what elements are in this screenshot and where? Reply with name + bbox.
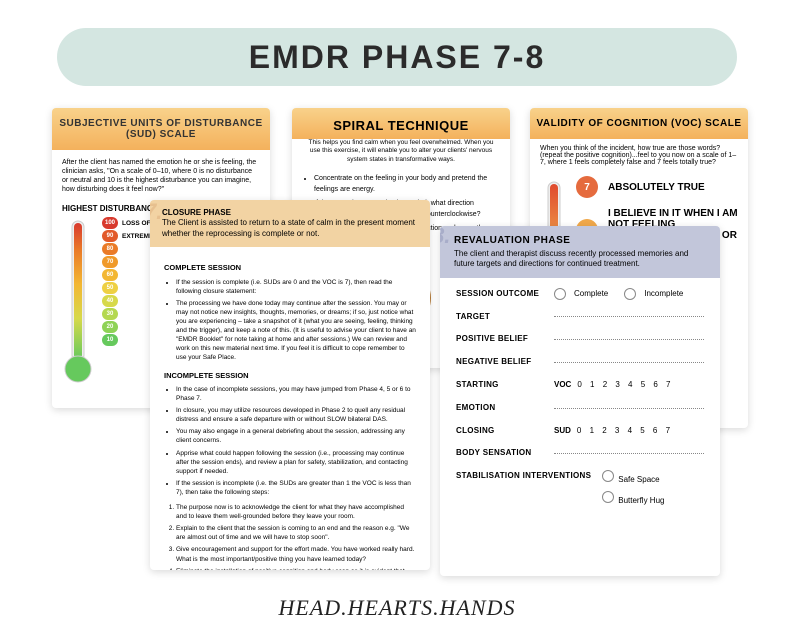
closure-h1: COMPLETE SESSION bbox=[164, 263, 416, 274]
reval-field-row: TARGET bbox=[456, 311, 704, 324]
outcome-label: SESSION OUTCOME bbox=[456, 288, 548, 301]
closure-h2: INCOMPLETE SESSION bbox=[164, 371, 416, 382]
closing-label: CLOSING bbox=[456, 425, 548, 438]
reval-field-row: NEGATIVE BELIEF bbox=[456, 356, 704, 369]
complete-radio[interactable] bbox=[554, 288, 566, 300]
page-title: EMDR PHASE 7-8 bbox=[249, 39, 546, 76]
spiral-title: SPIRAL TECHNIQUE bbox=[292, 108, 510, 139]
sud-intro: After the client has named the emotion h… bbox=[62, 156, 260, 198]
list-item: In the case of incomplete sessions, you … bbox=[176, 385, 416, 403]
voc-row: 7ABSOLUTELY TRUE bbox=[576, 176, 738, 198]
closure-title: CLOSURE PHASE bbox=[162, 208, 231, 217]
voc-intro: When you think of the incident, how true… bbox=[540, 145, 738, 166]
closure-header: 7. CLOSURE PHASE The Client is assisted … bbox=[150, 200, 430, 247]
list-item: The processing we have done today may co… bbox=[176, 299, 416, 363]
emotion-label: EMOTION bbox=[456, 402, 548, 415]
list-item: You may also engage in a general debrief… bbox=[176, 427, 416, 445]
voc-numbers: 0 1 2 3 4 5 6 7 bbox=[577, 379, 673, 392]
sud-numbers: 0 1 2 3 4 5 6 7 bbox=[577, 425, 673, 438]
voc-title: VALIDITY OF COGNITION (VOC) SCALE bbox=[530, 108, 748, 139]
list-item: Explain to the client that the session i… bbox=[176, 524, 416, 542]
outcome-row: SESSION OUTCOME Complete Incomplete bbox=[456, 288, 704, 301]
starting-row: STARTING VOC 0 1 2 3 4 5 6 7 bbox=[456, 379, 704, 392]
reval-head-text: The client and therapist discuss recentl… bbox=[454, 249, 688, 268]
closure-head-text: The Client is assisted to return to a st… bbox=[162, 218, 415, 237]
reval-header: 8. REVALUATION PHASE The client and ther… bbox=[440, 226, 720, 278]
spiral-bullet: Concentrate on the feeling in your body … bbox=[314, 174, 494, 195]
body-row: BODY SENSATION bbox=[456, 447, 704, 460]
incomplete-label: Incomplete bbox=[644, 288, 683, 301]
closure-incomplete-list: In the case of incomplete sessions, you … bbox=[164, 385, 416, 497]
list-item: Eliminate the installation of positive c… bbox=[176, 567, 416, 570]
footer-brand: HEAD.HEARTS.HANDS bbox=[0, 595, 794, 621]
butterfly-radio[interactable] bbox=[602, 491, 614, 503]
voc-sublabel: VOC bbox=[554, 379, 571, 392]
complete-label: Complete bbox=[574, 288, 608, 301]
stab-label: STABILISATION INTERVENTIONS bbox=[456, 470, 596, 483]
body-label: BODY SENSATION bbox=[456, 447, 548, 460]
sud-title: SUBJECTIVE UNITS OF DISTURBANCE (SUD) SC… bbox=[52, 108, 270, 150]
emotion-row: EMOTION bbox=[456, 402, 704, 415]
stab1-label: Safe Space bbox=[618, 475, 659, 484]
closure-card: 7. CLOSURE PHASE The Client is assisted … bbox=[150, 200, 430, 570]
reval-title: REVALUATION PHASE bbox=[454, 234, 706, 247]
closure-number: 7. bbox=[150, 200, 162, 227]
list-item: Give encouragement and support for the e… bbox=[176, 545, 416, 563]
reval-field-row: POSITIVE BELIEF bbox=[456, 333, 704, 346]
closure-steps: The purpose now is to acknowledge the cl… bbox=[164, 503, 416, 570]
list-item: If the session is complete (i.e. SUDs ar… bbox=[176, 278, 416, 296]
thermometer-icon bbox=[62, 217, 94, 387]
list-item: The purpose now is to acknowledge the cl… bbox=[176, 503, 416, 521]
list-item: Apprise what could happen following the … bbox=[176, 449, 416, 476]
reval-number: 8. bbox=[440, 226, 450, 251]
closing-row: CLOSING SUD 0 1 2 3 4 5 6 7 bbox=[456, 425, 704, 438]
list-item: If the session is incomplete (i.e. the S… bbox=[176, 479, 416, 497]
stab2-label: Butterfly Hug bbox=[618, 496, 664, 505]
stab-row: STABILISATION INTERVENTIONS Safe Space B… bbox=[456, 470, 704, 508]
safespace-radio[interactable] bbox=[602, 470, 614, 482]
title-banner: EMDR PHASE 7-8 bbox=[57, 28, 737, 86]
reval-card: 8. REVALUATION PHASE The client and ther… bbox=[440, 226, 720, 576]
closure-complete-list: If the session is complete (i.e. SUDs ar… bbox=[164, 278, 416, 363]
starting-label: STARTING bbox=[456, 379, 548, 392]
sud-sublabel: SUD bbox=[554, 425, 571, 438]
spiral-intro: This helps you find calm when you feel o… bbox=[292, 139, 510, 170]
list-item: In closure, you may utilize resources de… bbox=[176, 406, 416, 424]
incomplete-radio[interactable] bbox=[624, 288, 636, 300]
